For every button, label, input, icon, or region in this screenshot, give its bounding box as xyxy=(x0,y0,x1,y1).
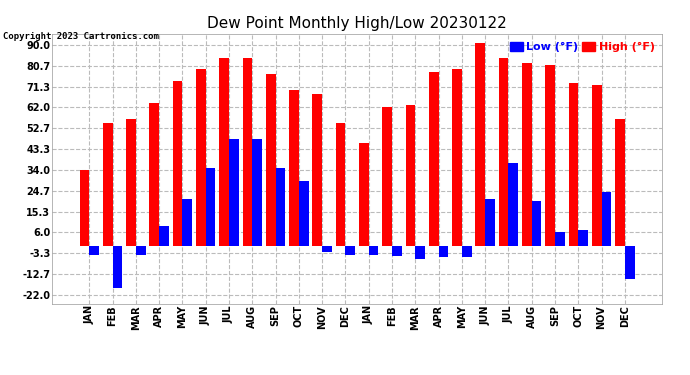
Bar xyxy=(266,74,275,246)
Bar xyxy=(103,123,112,246)
Bar xyxy=(159,226,169,246)
Bar xyxy=(289,90,299,246)
Text: Copyright 2023 Cartronics.com: Copyright 2023 Cartronics.com xyxy=(3,32,159,41)
Bar xyxy=(242,58,253,246)
Bar xyxy=(602,192,611,246)
Bar xyxy=(219,58,229,246)
Bar xyxy=(569,83,578,246)
Bar xyxy=(555,232,565,246)
Bar xyxy=(322,246,332,252)
Bar xyxy=(359,143,368,246)
Bar xyxy=(532,201,542,246)
Bar xyxy=(615,118,625,246)
Bar xyxy=(253,139,262,246)
Title: Dew Point Monthly High/Low 20230122: Dew Point Monthly High/Low 20230122 xyxy=(207,16,507,31)
Bar xyxy=(578,230,588,246)
Bar xyxy=(126,118,136,246)
Bar xyxy=(439,246,449,257)
Bar xyxy=(475,43,485,246)
Bar xyxy=(79,170,89,246)
Bar xyxy=(275,168,286,246)
Bar xyxy=(149,103,159,246)
Bar xyxy=(335,123,346,246)
Bar xyxy=(509,163,518,246)
Bar xyxy=(485,199,495,246)
Bar xyxy=(545,65,555,246)
Bar xyxy=(229,139,239,246)
Bar xyxy=(415,246,425,259)
Bar xyxy=(499,58,509,246)
Bar xyxy=(136,246,146,255)
Bar xyxy=(172,81,182,246)
Bar xyxy=(522,63,532,246)
Bar xyxy=(112,246,122,288)
Bar xyxy=(346,246,355,255)
Bar xyxy=(592,85,602,246)
Bar xyxy=(313,94,322,246)
Bar xyxy=(182,199,193,246)
Bar xyxy=(452,69,462,246)
Bar xyxy=(196,69,206,246)
Bar xyxy=(206,168,215,246)
Legend: Low (°F), High (°F): Low (°F), High (°F) xyxy=(508,39,657,54)
Bar xyxy=(299,181,308,246)
Bar xyxy=(406,105,415,246)
Bar xyxy=(625,246,635,279)
Bar xyxy=(382,107,392,246)
Bar xyxy=(368,246,379,255)
Bar xyxy=(89,246,99,255)
Bar xyxy=(462,246,472,257)
Bar xyxy=(428,72,439,246)
Bar xyxy=(392,246,402,256)
